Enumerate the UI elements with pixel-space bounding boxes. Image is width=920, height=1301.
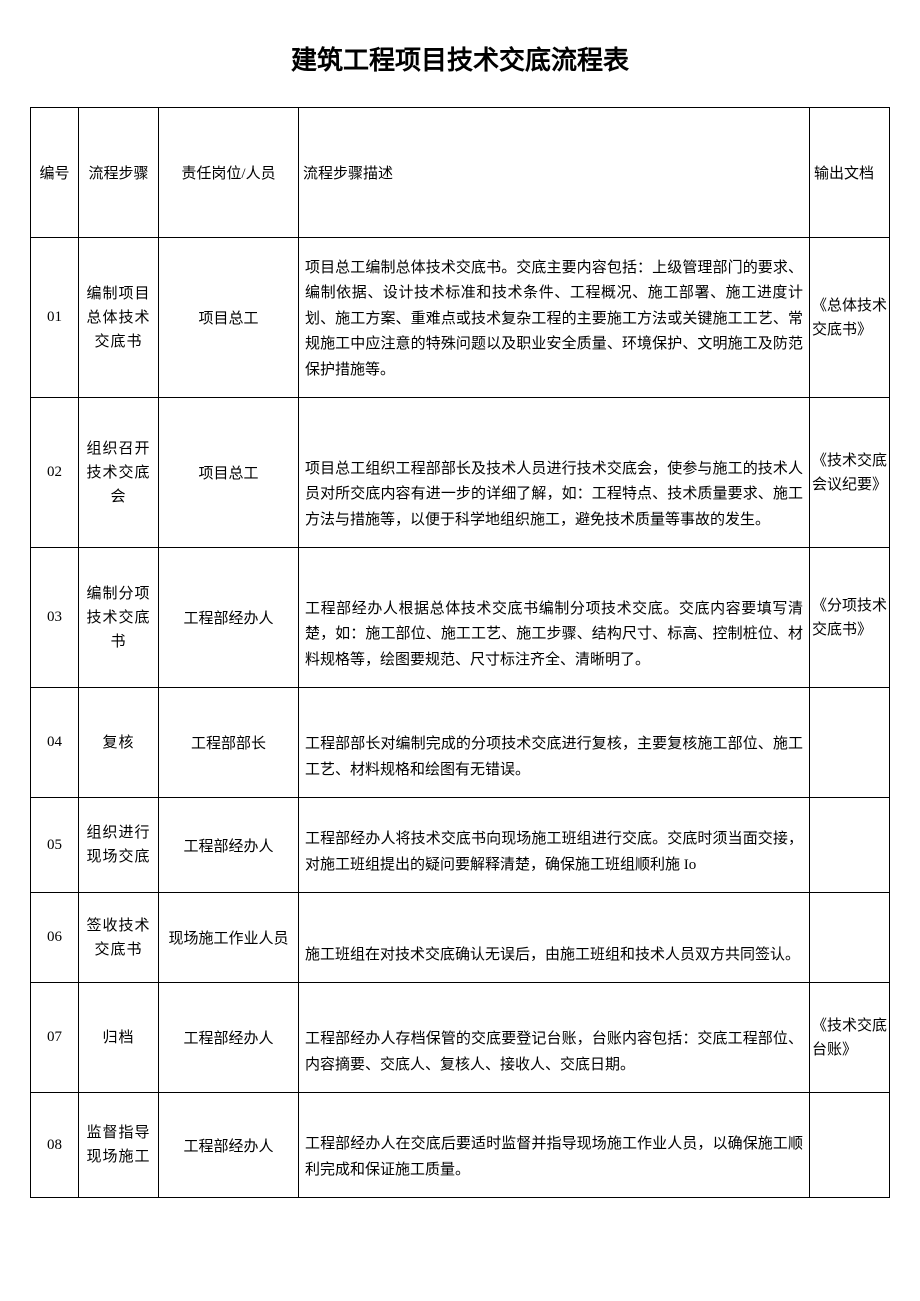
cell-output: 《总体技术交底书》 (810, 238, 890, 398)
table-row: 02 组织召开技术交底会 项目总工 项目总工组织工程部部长及技术人员进行技术交底… (31, 398, 890, 548)
table-header-row: 编号 流程步骤 责任岗位/人员 流程步骤描述 输出文档 (31, 108, 890, 238)
cell-role: 工程部经办人 (159, 548, 299, 688)
cell-role: 项目总工 (159, 398, 299, 548)
header-step: 流程步骤 (79, 108, 159, 238)
header-id: 编号 (31, 108, 79, 238)
table-row: 05 组织进行现场交底 工程部经办人 工程部经办人将技术交底书向现场施工班组进行… (31, 798, 890, 893)
cell-desc: 项目总工组织工程部部长及技术人员进行技术交底会，使参与施工的技术人员对所交底内容… (299, 398, 810, 548)
cell-id: 03 (31, 548, 79, 688)
cell-desc: 施工班组在对技术交底确认无误后，由施工班组和技术人员双方共同签认。 (299, 893, 810, 983)
cell-output: 《技术交底会议纪要》 (810, 398, 890, 548)
table-row: 03 编制分项技术交底书 工程部经办人 工程部经办人根据总体技术交底书编制分项技… (31, 548, 890, 688)
cell-desc: 工程部经办人在交底后要适时监督并指导现场施工作业人员，以确保施工顺利完成和保证施… (299, 1093, 810, 1198)
process-table: 编号 流程步骤 责任岗位/人员 流程步骤描述 输出文档 01 编制项目总体技术交… (30, 107, 890, 1198)
cell-id: 05 (31, 798, 79, 893)
cell-output (810, 798, 890, 893)
cell-desc: 工程部经办人将技术交底书向现场施工班组进行交底。交底时须当面交接，对施工班组提出… (299, 798, 810, 893)
cell-desc: 工程部经办人存档保管的交底要登记台账，台账内容包括：交底工程部位、内容摘要、交底… (299, 983, 810, 1093)
cell-step: 组织进行现场交底 (79, 798, 159, 893)
cell-step: 编制项目总体技术交底书 (79, 238, 159, 398)
cell-step: 监督指导现场施工 (79, 1093, 159, 1198)
page-title: 建筑工程项目技术交底流程表 (30, 40, 890, 77)
header-role: 责任岗位/人员 (159, 108, 299, 238)
cell-output (810, 1093, 890, 1198)
table-row: 07 归档 工程部经办人 工程部经办人存档保管的交底要登记台账，台账内容包括：交… (31, 983, 890, 1093)
cell-desc: 工程部部长对编制完成的分项技术交底进行复核，主要复核施工部位、施工工艺、材料规格… (299, 688, 810, 798)
cell-desc: 项目总工编制总体技术交底书。交底主要内容包括：上级管理部门的要求、编制依据、设计… (299, 238, 810, 398)
cell-role: 工程部经办人 (159, 983, 299, 1093)
table-row: 08 监督指导现场施工 工程部经办人 工程部经办人在交底后要适时监督并指导现场施… (31, 1093, 890, 1198)
cell-id: 08 (31, 1093, 79, 1198)
cell-id: 01 (31, 238, 79, 398)
cell-output: 《分项技术交底书》 (810, 548, 890, 688)
cell-step: 签收技术交底书 (79, 893, 159, 983)
table-row: 01 编制项目总体技术交底书 项目总工 项目总工编制总体技术交底书。交底主要内容… (31, 238, 890, 398)
cell-role: 工程部经办人 (159, 1093, 299, 1198)
cell-step: 组织召开技术交底会 (79, 398, 159, 548)
cell-output (810, 893, 890, 983)
header-desc: 流程步骤描述 (299, 108, 810, 238)
cell-step: 复核 (79, 688, 159, 798)
cell-id: 04 (31, 688, 79, 798)
header-output: 输出文档 (810, 108, 890, 238)
cell-step: 归档 (79, 983, 159, 1093)
cell-role: 项目总工 (159, 238, 299, 398)
cell-step: 编制分项技术交底书 (79, 548, 159, 688)
cell-role: 工程部经办人 (159, 798, 299, 893)
cell-id: 02 (31, 398, 79, 548)
cell-role: 工程部部长 (159, 688, 299, 798)
cell-output (810, 688, 890, 798)
cell-output: 《技术交底台账》 (810, 983, 890, 1093)
table-row: 06 签收技术交底书 现场施工作业人员 施工班组在对技术交底确认无误后，由施工班… (31, 893, 890, 983)
cell-role: 现场施工作业人员 (159, 893, 299, 983)
cell-id: 07 (31, 983, 79, 1093)
cell-desc: 工程部经办人根据总体技术交底书编制分项技术交底。交底内容要填写清楚，如：施工部位… (299, 548, 810, 688)
table-row: 04 复核 工程部部长 工程部部长对编制完成的分项技术交底进行复核，主要复核施工… (31, 688, 890, 798)
cell-id: 06 (31, 893, 79, 983)
